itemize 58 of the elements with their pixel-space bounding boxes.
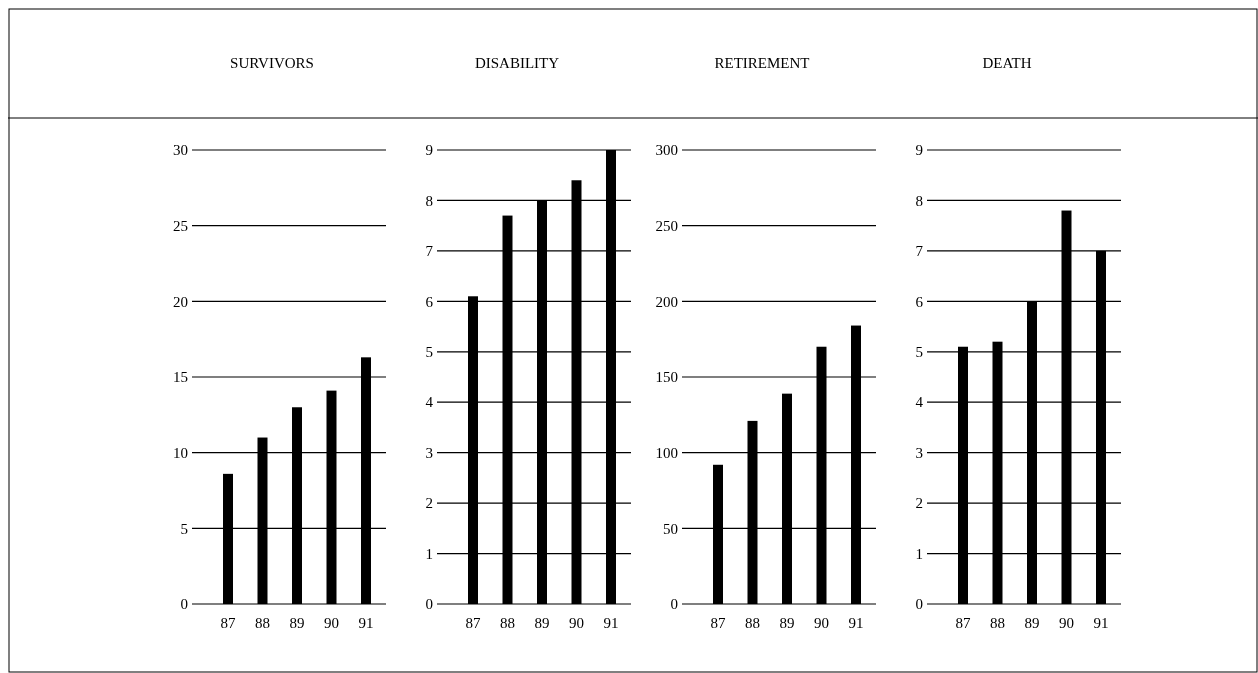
y-tick-label: 0	[670, 596, 678, 613]
x-tick-label: 87	[710, 615, 726, 631]
y-tick-label: 0	[425, 596, 433, 613]
x-tick-label: 88	[255, 615, 270, 631]
y-tick-label: 2	[915, 495, 923, 512]
x-tick-label: 91	[1093, 615, 1109, 631]
x-tick-label: 88	[745, 615, 760, 631]
y-tick-label: 0	[915, 596, 923, 613]
x-tick-label: 88	[500, 615, 515, 631]
y-tick-label: 7	[425, 243, 434, 260]
x-tick-label: 90	[324, 615, 339, 631]
y-tick-label: 3	[425, 444, 433, 461]
chart-title: SURVIVORS	[230, 55, 314, 71]
x-tick-label: 91	[603, 615, 619, 631]
y-tick-label: 30	[173, 142, 188, 159]
y-tick-label: 10	[173, 444, 188, 461]
x-tick-label: 91	[848, 615, 864, 631]
y-tick-label: 0	[180, 596, 188, 613]
x-tick-label: 89	[289, 615, 305, 631]
y-tick-label: 7	[915, 243, 924, 260]
y-tick-label: 9	[425, 142, 433, 159]
x-tick-label: 90	[569, 615, 584, 631]
y-tick-label: 1	[425, 545, 433, 562]
y-tick-label: 300	[655, 142, 678, 159]
x-tick-label: 90	[1059, 615, 1074, 631]
chart-title: DEATH	[982, 55, 1032, 71]
y-tick-label: 25	[173, 217, 188, 234]
y-tick-label: 50	[663, 520, 678, 537]
y-tick-label: 2	[425, 495, 433, 512]
x-tick-label: 87	[220, 615, 236, 631]
y-tick-label: 200	[655, 293, 678, 310]
x-tick-label: 88	[990, 615, 1005, 631]
x-tick-label: 91	[358, 615, 374, 631]
y-tick-label: 15	[173, 369, 188, 386]
y-tick-label: 5	[425, 344, 433, 361]
y-tick-label: 4	[425, 394, 434, 411]
x-tick-label: 89	[1024, 615, 1040, 631]
y-tick-label: 150	[655, 369, 678, 386]
y-tick-label: 1	[915, 545, 923, 562]
x-tick-label: 90	[814, 615, 829, 631]
x-tick-label: 89	[779, 615, 795, 631]
y-tick-label: 5	[180, 520, 188, 537]
x-tick-label: 87	[465, 615, 481, 631]
y-tick-label: 5	[915, 344, 923, 361]
y-tick-label: 100	[655, 444, 678, 461]
y-tick-label: 9	[915, 142, 923, 159]
y-tick-label: 3	[915, 444, 923, 461]
y-tick-label: 4	[915, 394, 924, 411]
chart-title: RETIREMENT	[714, 55, 810, 71]
y-tick-label: 8	[915, 192, 923, 209]
y-tick-label: 250	[655, 217, 678, 234]
chart-title: DISABILITY	[474, 55, 560, 71]
y-tick-label: 6	[425, 293, 434, 310]
x-tick-label: 89	[534, 615, 550, 631]
y-tick-label: 6	[915, 293, 924, 310]
y-tick-label: 20	[173, 293, 188, 310]
x-tick-label: 87	[955, 615, 971, 631]
y-tick-label: 8	[425, 192, 433, 209]
